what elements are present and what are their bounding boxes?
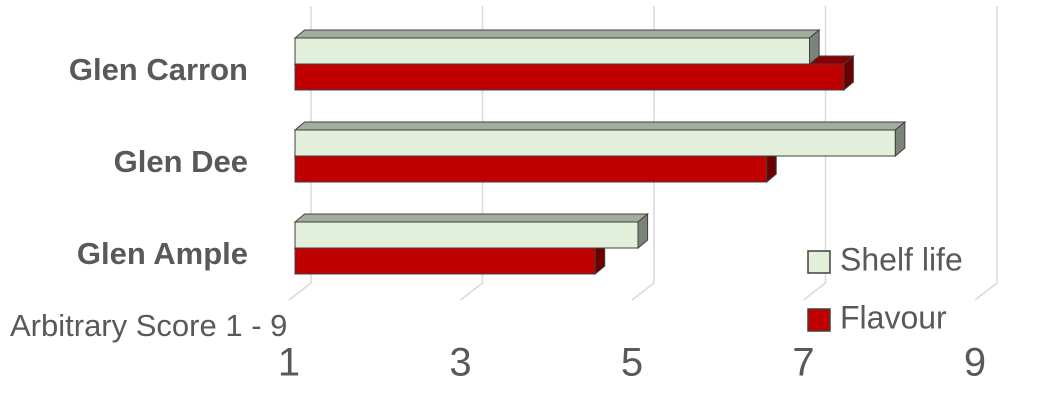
bar-top (293, 213, 649, 223)
grid-line (460, 6, 484, 301)
x-tick-label: 9 (964, 341, 986, 385)
x-tick-label: 5 (621, 341, 643, 385)
bar (293, 212, 649, 250)
category-label: Glen Ample (77, 236, 248, 271)
legend-label: Flavour (840, 299, 947, 335)
bar-front (294, 129, 896, 157)
legend-swatch (807, 250, 831, 274)
bar-front (294, 63, 845, 91)
x-axis-label: Arbitrary Score 1 - 9 (10, 308, 287, 343)
bar (293, 120, 907, 158)
legend-label: Shelf life (840, 241, 963, 277)
grid-line (803, 6, 827, 301)
x-tick-label: 7 (792, 341, 814, 385)
grid-line (631, 6, 655, 301)
bar-top (293, 121, 907, 131)
category-label: Glen Carron (69, 52, 248, 87)
x-tick-label: 3 (449, 341, 471, 385)
bar (293, 28, 821, 66)
bar-front (294, 37, 810, 65)
bar-front (294, 221, 639, 249)
bar-front (294, 247, 596, 275)
grid-line (288, 6, 312, 301)
legend-swatch (807, 308, 831, 332)
category-label: Glen Dee (114, 144, 248, 179)
bar-front (294, 155, 768, 183)
bar-top (293, 29, 821, 39)
x-tick-label: 1 (278, 341, 300, 385)
grid-line (974, 6, 998, 301)
